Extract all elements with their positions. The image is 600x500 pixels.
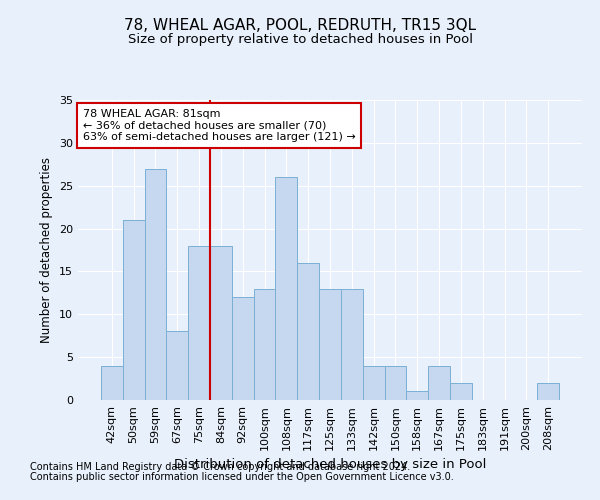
Bar — [101, 366, 123, 400]
Bar — [123, 220, 145, 400]
Bar — [145, 168, 166, 400]
Bar — [275, 177, 297, 400]
Bar — [363, 366, 385, 400]
Text: Contains HM Land Registry data © Crown copyright and database right 2024.: Contains HM Land Registry data © Crown c… — [30, 462, 410, 472]
Bar — [254, 288, 275, 400]
Y-axis label: Number of detached properties: Number of detached properties — [40, 157, 53, 343]
Bar — [406, 392, 428, 400]
Text: 78 WHEAL AGAR: 81sqm
← 36% of detached houses are smaller (70)
63% of semi-detac: 78 WHEAL AGAR: 81sqm ← 36% of detached h… — [83, 109, 356, 142]
Text: Contains public sector information licensed under the Open Government Licence v3: Contains public sector information licen… — [30, 472, 454, 482]
Bar — [450, 383, 472, 400]
Bar — [537, 383, 559, 400]
Bar — [297, 263, 319, 400]
Bar — [428, 366, 450, 400]
X-axis label: Distribution of detached houses by size in Pool: Distribution of detached houses by size … — [174, 458, 486, 471]
Bar — [188, 246, 210, 400]
Bar — [232, 297, 254, 400]
Bar — [166, 332, 188, 400]
Bar — [319, 288, 341, 400]
Bar — [210, 246, 232, 400]
Text: Size of property relative to detached houses in Pool: Size of property relative to detached ho… — [128, 32, 473, 46]
Bar — [341, 288, 363, 400]
Bar — [385, 366, 406, 400]
Text: 78, WHEAL AGAR, POOL, REDRUTH, TR15 3QL: 78, WHEAL AGAR, POOL, REDRUTH, TR15 3QL — [124, 18, 476, 32]
